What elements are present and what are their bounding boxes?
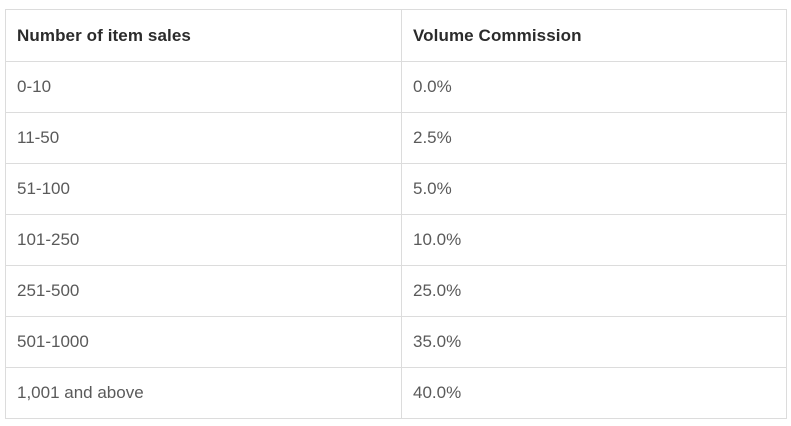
table-row: 101-250 10.0%	[5, 214, 787, 266]
commission-cell: 10.0%	[401, 214, 787, 266]
table-row: 11-50 2.5%	[5, 112, 787, 164]
table-row: 1,001 and above 40.0%	[5, 367, 787, 419]
item-sales-cell: 1,001 and above	[5, 367, 402, 419]
commission-cell: 5.0%	[401, 163, 787, 215]
table-row: 251-500 25.0%	[5, 265, 787, 317]
commission-cell: 35.0%	[401, 316, 787, 368]
commission-table: Number of item sales Volume Commission 0…	[5, 9, 787, 419]
table-header-row: Number of item sales Volume Commission	[5, 9, 787, 62]
item-sales-cell: 0-10	[5, 61, 402, 113]
commission-table-container: Number of item sales Volume Commission 0…	[5, 9, 787, 419]
column-header-volume-commission: Volume Commission	[401, 9, 787, 62]
item-sales-cell: 101-250	[5, 214, 402, 266]
column-header-item-sales: Number of item sales	[5, 9, 402, 62]
table-row: 0-10 0.0%	[5, 61, 787, 113]
commission-cell: 0.0%	[401, 61, 787, 113]
table-row: 51-100 5.0%	[5, 163, 787, 215]
item-sales-cell: 11-50	[5, 112, 402, 164]
table-row: 501-1000 35.0%	[5, 316, 787, 368]
item-sales-cell: 51-100	[5, 163, 402, 215]
item-sales-cell: 251-500	[5, 265, 402, 317]
item-sales-cell: 501-1000	[5, 316, 402, 368]
commission-cell: 40.0%	[401, 367, 787, 419]
commission-cell: 2.5%	[401, 112, 787, 164]
commission-cell: 25.0%	[401, 265, 787, 317]
